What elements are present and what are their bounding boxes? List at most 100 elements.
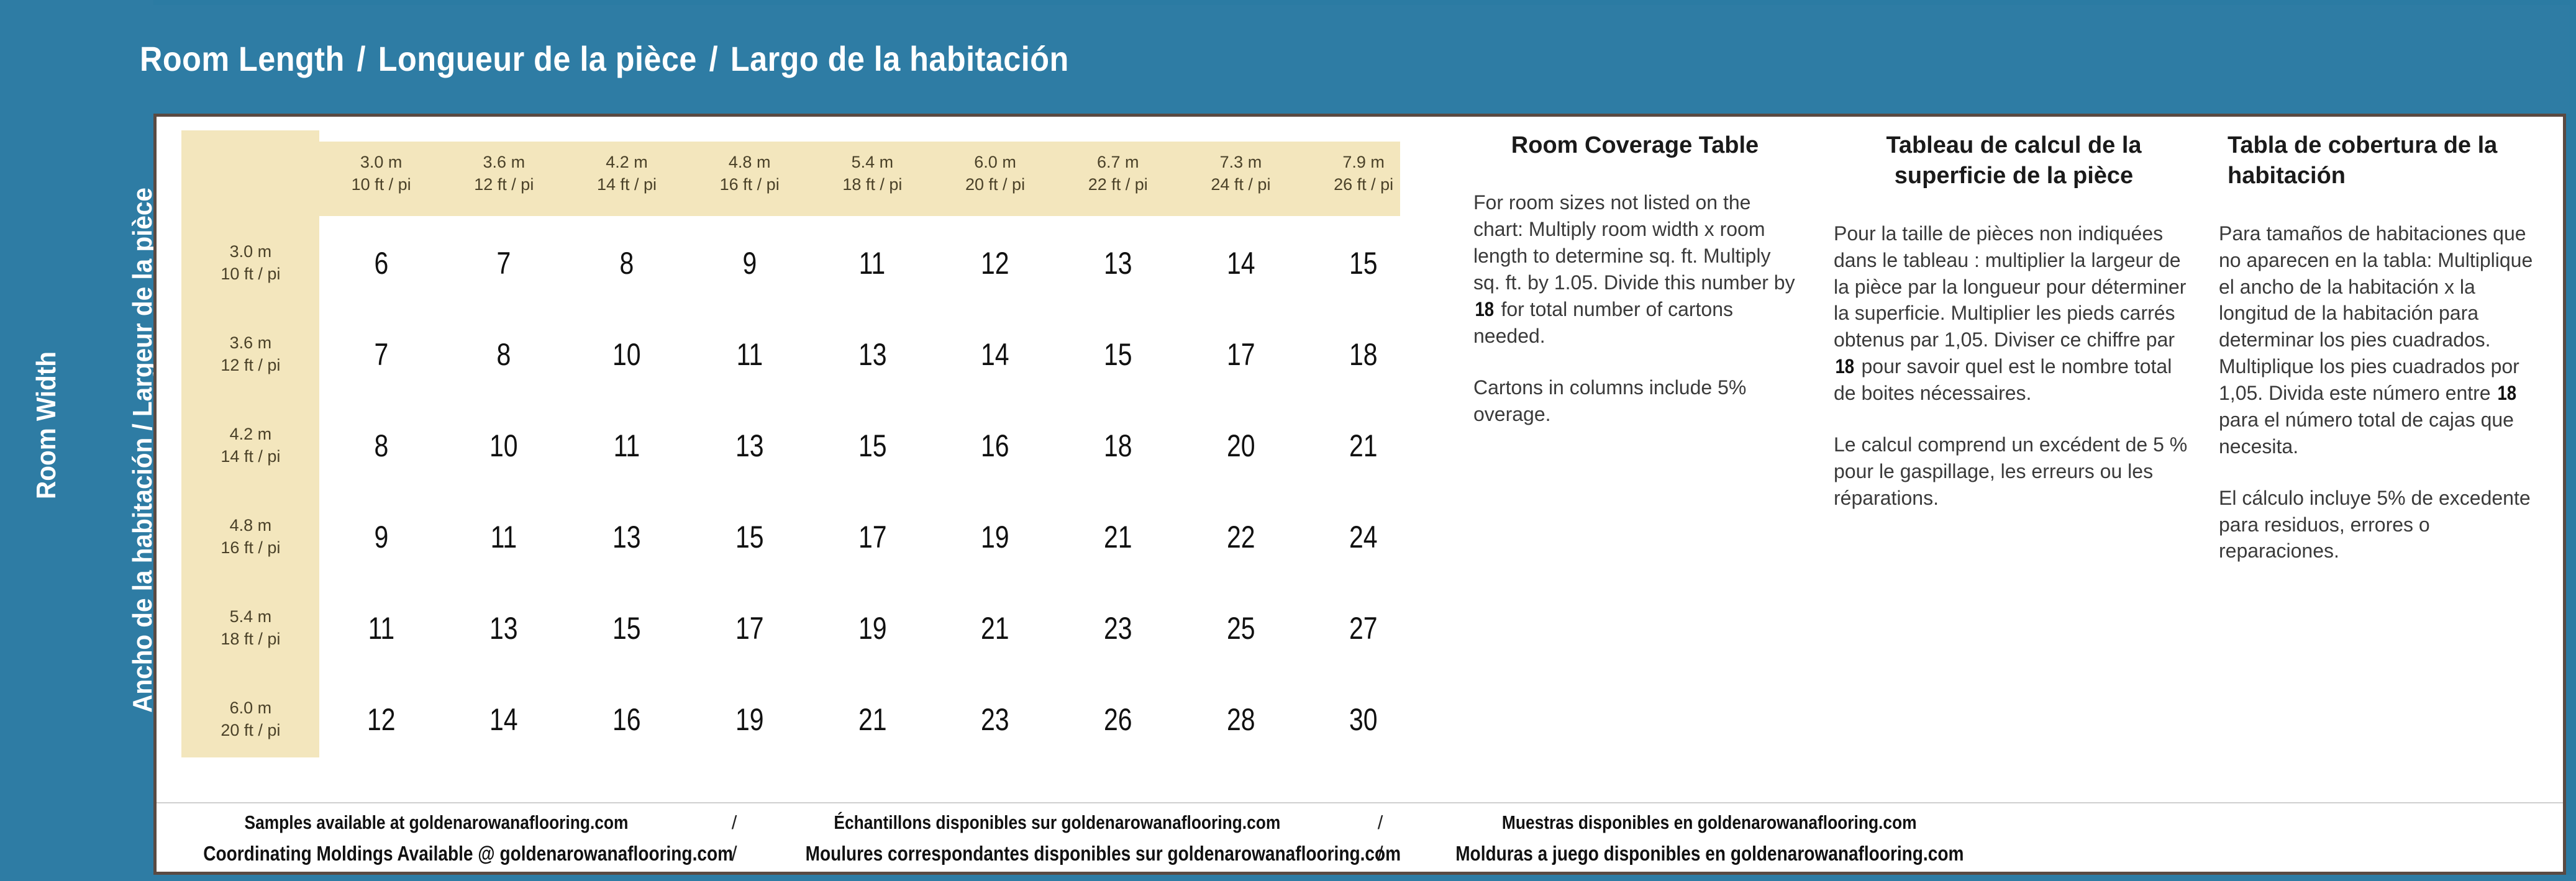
column-header: 4.8 m 16 ft / pi [688,130,811,217]
info-paragraph-2-es: El cálculo incluye 5% de excedente para … [2219,486,2531,562]
table-cell: 13 [1057,217,1180,309]
footer-separator: / [1377,842,1383,865]
table-row: 6.0 m 20 ft / pi 12 14 16 19 21 23 26 28… [181,674,1425,765]
cell-value: 13 [1103,245,1132,281]
table-cell: 24 [1302,491,1425,582]
info-text-before: Pour la taille de pièces non indiquées d… [1834,222,2187,351]
table-cell: 13 [688,400,811,491]
footer-moldings-es: Molduras a juego disponibles en goldenar… [1399,842,2020,865]
column-header: 3.0 m 10 ft / pi [320,130,443,217]
cell-value: 23 [1103,610,1132,646]
footer-samples-es: Muestras disponibles en goldenarowanaflo… [1399,811,2020,834]
cell-value: 11 [613,428,640,463]
column-header-imperial: 10 ft / pi [351,175,411,194]
column-header: 7.9 m 26 ft / pi [1302,130,1425,217]
cell-value: 12 [366,702,396,737]
column-header-metric: 5.4 m [851,153,894,172]
footer-row-moldings: Coordinating Moldings Available @ golden… [157,838,2563,869]
info-column-french: Tableau de calcul de la superficie de la… [1834,130,2194,512]
info-paragraph-1-es: Para tamaños de habitaciones que no apar… [2219,220,2548,460]
table-cell: 19 [934,491,1057,582]
table-head: 3.0 m 10 ft / pi 3.6 m 12 ft / pi 4.2 m … [181,130,1425,217]
cell-value: 7 [496,245,511,281]
table-cell: 12 [934,217,1057,309]
table-row: 3.6 m 12 ft / pi 7 8 10 11 13 14 15 17 1… [181,309,1425,400]
cell-value: 13 [858,337,887,372]
cream-column-header-band [319,142,1400,216]
footer-row-samples: Samples available at goldenarowanafloori… [157,807,2563,838]
info-text-before: For room sizes not listed on the chart: … [1473,191,1795,294]
table-cell: 26 [1057,674,1180,765]
row-header-imperial: 18 ft / pi [221,629,281,648]
footer-text[interactable]: Échantillons disponibles sur goldenarowa… [834,811,1281,833]
cell-value: 8 [619,245,634,281]
column-header-metric: 4.8 m [728,153,771,172]
row-header-metric: 6.0 m [229,698,272,717]
cell-value: 13 [612,519,641,554]
table-cell: 9 [320,491,443,582]
table-cell: 17 [811,491,934,582]
column-header-imperial: 20 ft / pi [965,175,1026,194]
cell-value: 10 [489,428,519,463]
top-blue-band [0,5,2570,114]
cream-row-header-band [181,130,319,757]
info-text-after: para el número total de cajas que necesi… [2219,408,2514,458]
footer-text[interactable]: Muestras disponibles en goldenarowanaflo… [1502,811,1917,833]
cell-value: 23 [981,702,1009,737]
cell-value: 11 [491,519,517,554]
column-header: 7.3 m 24 ft / pi [1180,130,1303,217]
title-separator-1: / [357,39,366,78]
column-header-metric: 7.9 m [1342,153,1385,172]
table-cell: 30 [1302,674,1425,765]
info-text-after: for total number of cartons needed. [1473,297,1733,347]
room-width-label-en: Room Width [31,351,61,499]
table-cell: 11 [442,491,565,582]
row-header-metric: 4.2 m [229,424,272,443]
column-header: 5.4 m 18 ft / pi [811,130,934,217]
table-cell: 8 [565,217,688,309]
table-cell: 8 [442,309,565,400]
row-header-imperial: 14 ft / pi [221,446,281,466]
cell-value: 18 [1349,337,1378,372]
footer-moldings-fr: Moulures correspondantes disponibles sur… [753,842,1401,865]
column-header-metric: 4.2 m [606,153,648,172]
table-cell: 11 [565,400,688,491]
left-blue-band [0,0,153,881]
column-header-metric: 7.3 m [1219,153,1262,172]
table-cell: 25 [1180,582,1303,674]
row-header-imperial: 10 ft / pi [221,264,281,283]
row-header: 3.6 m 12 ft / pi [181,309,320,400]
cell-value: 7 [374,337,389,372]
table-cell: 15 [688,491,811,582]
column-header: 4.2 m 14 ft / pi [565,130,688,217]
cell-value: 19 [981,519,1009,554]
cell-value: 10 [612,337,641,372]
content-panel: 3.0 m 10 ft / pi 3.6 m 12 ft / pi 4.2 m … [153,114,2566,875]
cell-value: 18 [1103,428,1132,463]
table-cell: 21 [934,582,1057,674]
table-cell: 16 [934,400,1057,491]
column-header-metric: 3.0 m [360,153,403,172]
table-row: 4.8 m 16 ft / pi 9 11 13 15 17 19 21 22 … [181,491,1425,582]
cell-value: 17 [735,610,764,646]
footer-samples-en: Samples available at goldenarowanafloori… [157,811,716,834]
info-text-before: Para tamaños de habitaciones que no apar… [2219,222,2533,405]
table-corner-cell [181,130,320,217]
column-header-imperial: 16 ft / pi [719,175,780,194]
footer-text[interactable]: Molduras a juego disponibles en goldenar… [1455,842,1964,865]
table-cell: 15 [1302,217,1425,309]
row-header-metric: 5.4 m [229,607,272,626]
footer-text[interactable]: Moulures correspondantes disponibles sur… [805,842,1401,865]
footer-text[interactable]: Coordinating Moldings Available @ golden… [203,842,734,865]
row-header: 4.8 m 16 ft / pi [181,491,320,582]
row-header-metric: 3.0 m [229,242,272,261]
footer-separator: / [1377,811,1383,833]
footer-text[interactable]: Samples available at goldenarowanafloori… [244,811,628,833]
table-cell: 19 [688,674,811,765]
cell-value: 27 [1349,610,1378,646]
table-row: 3.0 m 10 ft / pi 6 7 8 9 11 12 13 14 15 [181,217,1425,309]
table-cell: 28 [1180,674,1303,765]
row-header: 5.4 m 18 ft / pi [181,582,320,674]
column-header-imperial: 12 ft / pi [474,175,534,194]
column-header-metric: 6.7 m [1096,153,1139,172]
